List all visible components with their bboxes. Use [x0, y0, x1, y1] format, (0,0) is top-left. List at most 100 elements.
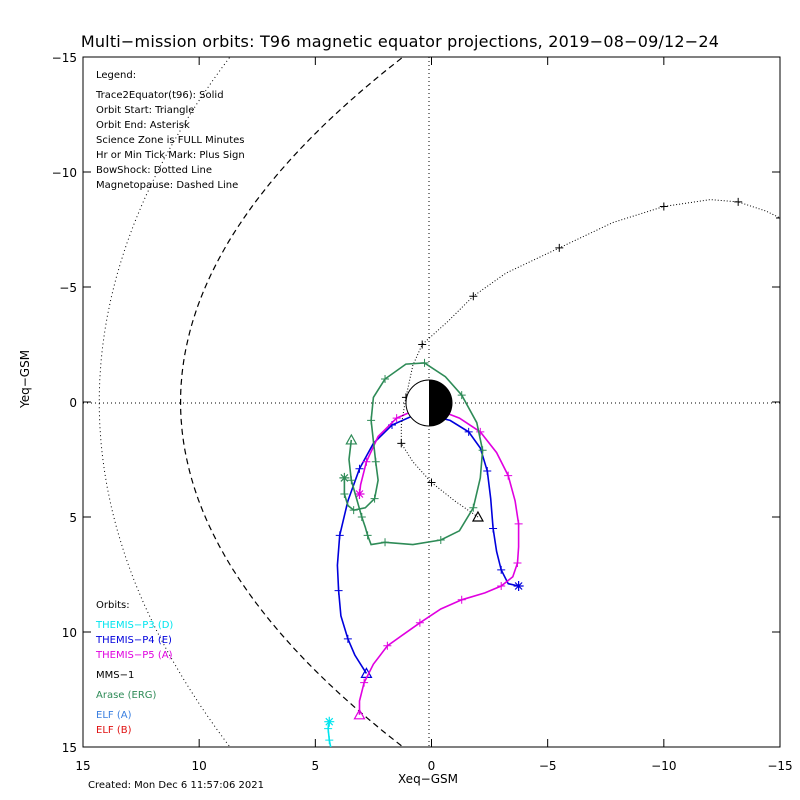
tick-mark [397, 439, 406, 448]
x-tick-label: 5 [312, 759, 320, 773]
tick-mark [335, 531, 344, 540]
tick-mark [367, 416, 376, 425]
y-tick-label: −10 [52, 166, 77, 180]
x-tick-label: 10 [192, 759, 207, 773]
tick-mark [418, 340, 427, 349]
series-3 [397, 197, 799, 522]
y-tick-label: 0 [69, 396, 77, 410]
x-tick-label: −10 [651, 759, 676, 773]
tick-mark [362, 457, 371, 466]
tick-mark [489, 524, 498, 533]
legend-item: Science Zone is FULL Minutes [96, 135, 245, 146]
tick-mark [436, 536, 445, 544]
tick-mark [478, 446, 487, 455]
tick-mark [659, 202, 668, 211]
magnetopause-line [180, 57, 404, 747]
tick-mark [324, 724, 333, 733]
orbit-end-marker [339, 472, 350, 483]
y-tick-label: −15 [52, 51, 77, 65]
tick-mark [340, 490, 349, 498]
legend-title: Legend: [96, 70, 137, 81]
axis-ticks: 15 10 5 0 −5 −10 −15 −15 −10 −5 0 5 10 15 [52, 51, 793, 773]
tick-mark [504, 471, 513, 480]
tick-mark [344, 757, 352, 765]
tick-mark [325, 736, 334, 745]
tick-mark [349, 506, 358, 515]
tick-mark [776, 214, 780, 222]
legend-item: Trace2Equator(t96): Solid [96, 90, 224, 101]
legend-item: BowShock: Dotted Line [96, 165, 212, 176]
legend-item: Orbit Start: Triangle [96, 105, 195, 116]
orbits-title: Orbits: [96, 600, 130, 611]
legend-item: Hr or Min Tick Mark: Plus Sign [96, 150, 245, 161]
orbit-legend-themis-p4: THEMIS−P4 (E) [96, 635, 172, 646]
tick-mark [469, 503, 478, 512]
earth-icon [405, 379, 453, 427]
tick-mark [734, 197, 743, 206]
tick-mark [381, 538, 390, 547]
orbit-end-marker [324, 716, 335, 727]
tick-mark [355, 464, 364, 473]
orbit-legend-elf-b: ELF (B) [96, 725, 132, 736]
orbit-line [327, 721, 332, 747]
orbit-line [358, 408, 520, 715]
tick-mark [363, 531, 372, 540]
tick-mark [514, 519, 523, 528]
tick-mark [469, 292, 478, 301]
tick-mark [483, 467, 492, 475]
series-4 [339, 358, 487, 547]
tick-mark [357, 513, 366, 521]
tick-mark [457, 391, 466, 400]
tick-mark [381, 375, 390, 383]
orbit-legend-arase: Arase (ERG) [96, 690, 157, 701]
tick-mark [457, 595, 466, 604]
orbit-line [343, 362, 484, 546]
tick-mark [555, 243, 564, 252]
tick-mark [371, 457, 380, 466]
series-0 [324, 716, 352, 765]
orbit-legend-elf-a: ELF (A) [96, 710, 132, 721]
orbit-start-marker [471, 510, 484, 522]
tick-mark [335, 753, 343, 761]
x-axis-label: Xeq−GSM [398, 772, 459, 786]
tick-mark [328, 748, 336, 756]
y-tick-label: 5 [69, 511, 77, 525]
legend-item: Magnetopause: Dashed Line [96, 180, 239, 191]
y-tick-label: 15 [62, 741, 77, 755]
y-tick-label: −5 [59, 281, 77, 295]
tick-mark [347, 476, 356, 485]
tick-mark [334, 586, 343, 595]
orbit-end-marker [354, 489, 365, 499]
x-tick-label: −15 [767, 759, 792, 773]
tick-mark [497, 565, 506, 574]
chart-title: Multi−mission orbits: T96 magnetic equat… [80, 32, 720, 51]
orbit-start-marker [353, 708, 366, 720]
tick-mark [383, 641, 392, 650]
orbit-start-marker [345, 433, 358, 445]
x-tick-label: 15 [75, 759, 90, 773]
orbit-end-marker [789, 220, 799, 230]
tick-mark [392, 414, 401, 423]
orbit-end-marker [513, 581, 524, 591]
y-tick-label: 10 [62, 626, 77, 640]
bowshock-line [98, 57, 231, 747]
series-2 [353, 406, 523, 720]
tick-mark [476, 427, 485, 436]
tick-mark [513, 559, 522, 567]
tick-mark [360, 678, 369, 687]
tick-mark [343, 634, 352, 643]
tick-mark [370, 494, 379, 503]
tick-mark [464, 427, 473, 436]
created-timestamp: Created: Mon Dec 6 11:57:06 2021 [88, 780, 264, 791]
orbit-legend-mms1: MMS−1 [96, 670, 135, 681]
tick-mark [427, 478, 436, 487]
legend-item: Orbit End: Asterisk [96, 120, 190, 131]
x-tick-label: 0 [428, 759, 436, 773]
orbit-legend-themis-p5: THEMIS−P5 (A) [96, 650, 173, 661]
tick-mark [420, 358, 429, 367]
y-axis-label: Yeq−GSM [18, 349, 32, 408]
x-tick-label: −5 [539, 759, 557, 773]
orbit-line [336, 415, 519, 674]
tick-mark [497, 582, 506, 590]
